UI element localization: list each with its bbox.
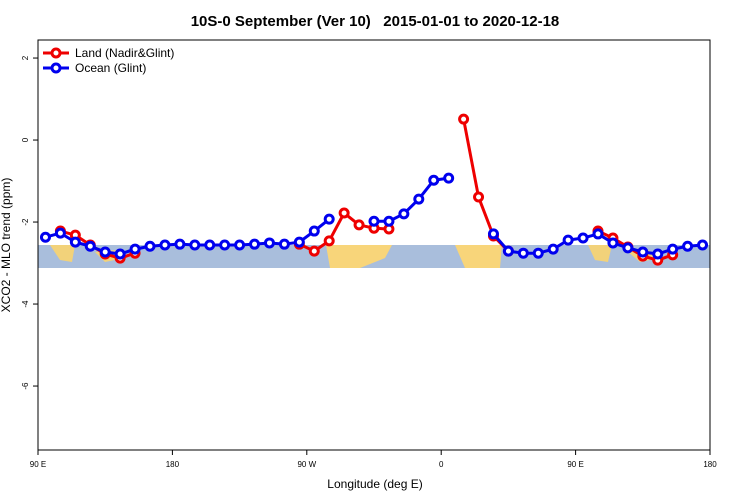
y-tick-label: 0 bbox=[21, 137, 30, 142]
data-point bbox=[652, 248, 664, 260]
data-point bbox=[69, 236, 81, 248]
chart-title: 10S-0 September (Ver 10) 2015-01-01 to 2… bbox=[191, 13, 560, 30]
legend-marker bbox=[50, 47, 62, 59]
data-point bbox=[487, 228, 499, 240]
data-point bbox=[443, 172, 455, 184]
data-point bbox=[278, 238, 290, 250]
data-point bbox=[502, 245, 514, 257]
x-tick-label: 90 E bbox=[567, 460, 583, 469]
data-point bbox=[697, 239, 709, 251]
data-point bbox=[383, 215, 395, 227]
x-tick-label: 0 bbox=[439, 460, 444, 469]
data-point bbox=[622, 242, 634, 254]
data-point bbox=[517, 247, 529, 259]
data-point bbox=[368, 215, 380, 227]
data-point bbox=[174, 238, 186, 250]
data-point bbox=[413, 193, 425, 205]
data-point bbox=[428, 174, 440, 186]
legend-label: Land (Nadir&Glint) bbox=[75, 46, 174, 60]
data-point bbox=[308, 245, 320, 257]
data-point bbox=[637, 246, 649, 258]
data-point bbox=[607, 237, 619, 249]
data-point bbox=[54, 227, 66, 239]
data-point bbox=[159, 239, 171, 251]
data-point bbox=[219, 239, 231, 251]
y-tick-label: -4 bbox=[21, 300, 30, 308]
data-point bbox=[562, 234, 574, 246]
x-axis-label: Longitude (deg E) bbox=[327, 477, 422, 491]
data-point bbox=[39, 231, 51, 243]
data-point bbox=[667, 243, 679, 255]
data-point bbox=[458, 113, 470, 125]
data-point bbox=[323, 235, 335, 247]
legend-label: Ocean (Glint) bbox=[75, 61, 146, 75]
data-point bbox=[129, 243, 141, 255]
data-point bbox=[263, 237, 275, 249]
data-point bbox=[682, 240, 694, 252]
data-point bbox=[114, 248, 126, 260]
data-point bbox=[398, 208, 410, 220]
data-point bbox=[547, 243, 559, 255]
data-point bbox=[308, 225, 320, 237]
data-point bbox=[144, 240, 156, 252]
data-point bbox=[293, 236, 305, 248]
land-patch bbox=[326, 245, 392, 268]
data-point bbox=[189, 239, 201, 251]
x-tick-label: 180 bbox=[166, 460, 180, 469]
data-point bbox=[84, 240, 96, 252]
data-point bbox=[99, 246, 111, 258]
data-point bbox=[234, 239, 246, 251]
x-tick-label: 90 W bbox=[297, 460, 316, 469]
x-tick-label: 90 E bbox=[30, 460, 46, 469]
x-tick-label: 180 bbox=[703, 460, 717, 469]
data-point bbox=[577, 232, 589, 244]
y-tick-label: 2 bbox=[21, 55, 30, 60]
data-point bbox=[323, 213, 335, 225]
data-point bbox=[532, 247, 544, 259]
y-tick-label: -2 bbox=[21, 218, 30, 226]
land-patch bbox=[455, 245, 502, 268]
data-point bbox=[473, 191, 485, 203]
y-axis-label: XCO2 - MLO trend (ppm) bbox=[0, 178, 13, 313]
plot-frame bbox=[37, 39, 711, 451]
legend-marker bbox=[50, 62, 62, 74]
data-point bbox=[353, 219, 365, 231]
data-point bbox=[592, 228, 604, 240]
y-tick-label: -6 bbox=[21, 382, 30, 390]
data-point bbox=[338, 207, 350, 219]
data-point bbox=[204, 239, 216, 251]
data-point bbox=[249, 238, 261, 250]
